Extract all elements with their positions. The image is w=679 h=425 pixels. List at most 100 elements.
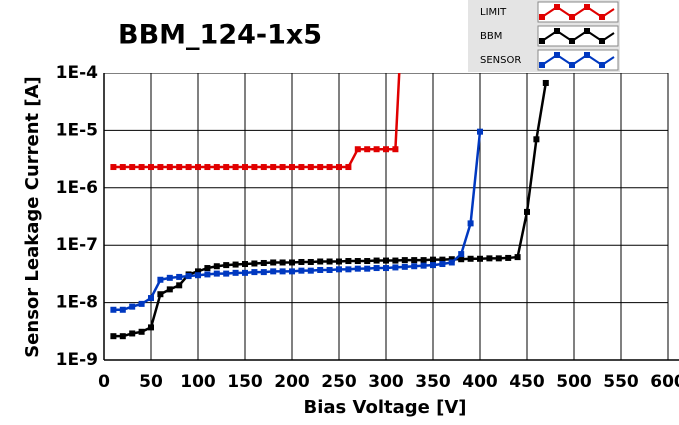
data-point — [392, 257, 399, 264]
legend-label: BBM — [480, 31, 502, 42]
y-tick-label: 1E-8 — [56, 293, 98, 313]
data-point — [129, 164, 136, 171]
x-axis-label: Bias Voltage [V] — [304, 397, 467, 418]
legend-marker — [599, 38, 605, 44]
y-tick-label: 1E-4 — [56, 63, 98, 83]
data-point — [195, 268, 201, 275]
data-point — [542, 79, 549, 86]
legend-label: SENSOR — [480, 55, 521, 66]
legend-marker — [569, 62, 575, 68]
data-point — [458, 256, 465, 263]
x-tick-label: 300 — [368, 372, 404, 392]
data-point — [467, 255, 474, 262]
x-tick-label: 50 — [139, 372, 163, 392]
x-tick-label: 600 — [650, 372, 679, 392]
data-point — [326, 258, 333, 265]
data-point — [326, 164, 333, 171]
data-point — [204, 265, 211, 272]
data-point — [345, 258, 352, 265]
data-point — [260, 259, 267, 266]
data-point — [411, 263, 418, 270]
legend-marker — [584, 52, 590, 58]
data-point — [138, 300, 145, 307]
data-point — [392, 264, 399, 271]
x-tick-label: 550 — [603, 372, 639, 392]
legend-marker — [569, 38, 575, 44]
data-point — [307, 267, 314, 274]
legend-marker — [554, 28, 560, 34]
data-point — [307, 258, 314, 265]
data-point — [195, 164, 201, 171]
data-point — [242, 269, 248, 276]
data-point — [166, 164, 173, 171]
legend-marker — [569, 14, 575, 20]
data-point — [232, 164, 239, 171]
plot-area — [104, 73, 669, 360]
data-point — [129, 330, 136, 337]
data-point — [270, 164, 277, 171]
data-point — [176, 282, 183, 289]
data-point — [195, 272, 201, 279]
data-point — [260, 164, 267, 171]
data-point — [317, 258, 324, 265]
data-point — [157, 291, 164, 298]
data-point — [524, 208, 530, 215]
data-point — [307, 164, 314, 171]
data-point — [185, 164, 192, 171]
data-point — [354, 146, 361, 153]
x-tick-label: 350 — [415, 372, 451, 392]
data-point — [223, 270, 230, 277]
legend-marker — [584, 4, 590, 10]
data-point — [251, 269, 258, 276]
x-tick-label: 400 — [462, 372, 498, 392]
data-point — [204, 164, 211, 171]
data-point — [289, 259, 295, 266]
legend-marker — [584, 28, 590, 34]
data-point — [260, 269, 267, 276]
data-point — [533, 136, 540, 143]
legend-marker — [599, 62, 605, 68]
data-point — [129, 303, 136, 310]
data-point — [148, 164, 154, 171]
data-point — [166, 274, 173, 281]
data-point — [213, 164, 220, 171]
data-point — [270, 259, 277, 266]
data-point — [477, 128, 483, 135]
data-point — [420, 262, 427, 269]
x-tick-label: 200 — [274, 372, 310, 392]
series-line — [113, 131, 482, 312]
data-point — [383, 146, 389, 153]
data-point — [119, 164, 126, 171]
data-point — [213, 270, 220, 277]
data-point — [298, 267, 305, 274]
data-point — [279, 164, 286, 171]
data-point — [270, 268, 277, 275]
data-point — [326, 266, 333, 273]
data-point — [336, 266, 342, 273]
data-point — [354, 265, 361, 272]
legend-marker — [554, 52, 560, 58]
data-point — [232, 261, 239, 268]
data-point — [213, 263, 220, 270]
data-point — [392, 146, 399, 153]
y-tick-label: 1E-6 — [56, 178, 98, 198]
data-point — [364, 258, 371, 265]
data-point — [148, 324, 154, 331]
data-point — [223, 262, 230, 269]
y-axis-label: Sensor Leakage Current [A] — [22, 76, 43, 358]
data-point — [251, 260, 258, 267]
data-point — [420, 257, 427, 264]
data-point — [336, 258, 342, 265]
x-tick-label: 450 — [509, 372, 545, 392]
data-point — [336, 164, 342, 171]
data-point — [373, 265, 380, 272]
data-point — [242, 261, 248, 268]
data-point — [176, 273, 183, 280]
data-point — [251, 164, 258, 171]
data-point — [345, 164, 352, 171]
y-tick-label: 1E-5 — [56, 120, 98, 140]
data-point — [204, 271, 211, 278]
legend-marker — [539, 14, 545, 20]
y-tick-label: 1E-7 — [56, 235, 98, 255]
data-point — [317, 266, 324, 273]
